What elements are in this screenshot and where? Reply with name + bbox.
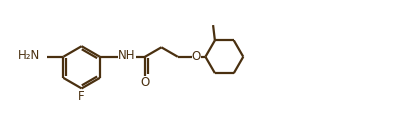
Text: F: F	[78, 90, 85, 103]
Text: NH: NH	[118, 49, 136, 62]
Text: H₂N: H₂N	[18, 49, 40, 62]
Text: O: O	[192, 50, 201, 63]
Text: O: O	[140, 76, 150, 89]
